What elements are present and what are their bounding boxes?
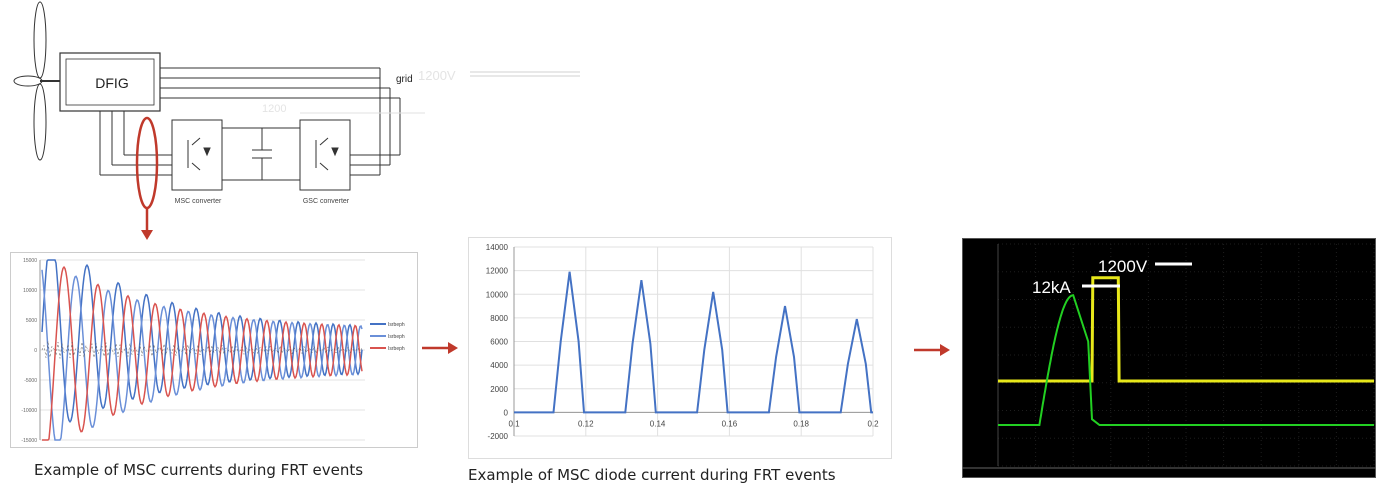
y-tick-label: 0	[504, 408, 509, 417]
grid-label: grid	[396, 74, 413, 85]
x-tick-label: 0.12	[578, 419, 594, 428]
y-tick-label: -2000	[488, 432, 509, 441]
msc-diode-current-caption: Example of MSC diode current during FRT …	[468, 466, 836, 484]
legend-label: Isrbeph	[388, 334, 405, 340]
y-tick-label: 2000	[490, 385, 508, 394]
arrow-right-icon	[914, 344, 950, 356]
msc-diode-current-chart: 14000 12000 10000 8000 6000 4000 2000 0 -2000 0.1…	[468, 237, 892, 459]
y-tick-label: 4000	[490, 361, 508, 370]
x-tick-label: 0.14	[650, 419, 666, 428]
x-tick-label: 0.1	[508, 419, 520, 428]
oscilloscope-screen: 1200V 12kA	[962, 238, 1376, 478]
msc-currents-caption: Example of MSC currents during FRT event…	[34, 461, 364, 479]
y-tick-label: 10000	[23, 288, 37, 294]
gsc-converter-label: GSC converter	[303, 198, 350, 205]
current-annotation: 12kA	[1032, 278, 1071, 297]
y-tick-label: -15000	[21, 438, 37, 444]
dfig-box	[59, 52, 161, 112]
y-tick-label: 15000	[23, 258, 37, 264]
y-tick-label: 12000	[486, 267, 509, 276]
scope-voltage-trace	[998, 276, 1374, 383]
y-tick-label: -5000	[24, 378, 37, 384]
msc-converter-label: MSC converter	[175, 198, 222, 205]
y-tick-label: 10000	[486, 290, 509, 299]
voltage-label-faded: 1200V	[418, 68, 456, 83]
dfig-label: DFIG	[95, 75, 128, 91]
current-series-3	[42, 265, 363, 441]
scope-current-trace	[998, 294, 1374, 426]
legend-label: Isrbeph	[388, 322, 405, 328]
current-probe-highlight	[135, 116, 159, 210]
gsc-switch-icon	[315, 137, 339, 171]
wind-turbine-icon	[13, 1, 60, 161]
arrow-right-icon	[422, 342, 458, 354]
legend-label: Isrbeph	[388, 346, 405, 352]
current-series-2	[41, 269, 363, 441]
x-tick-label: 0.18	[793, 419, 809, 428]
y-tick-label: 5000	[26, 318, 37, 324]
msc-switch-icon	[187, 137, 211, 171]
y-tick-label: 8000	[490, 314, 508, 323]
y-tick-label: 14000	[486, 243, 509, 252]
y-tick-label: -10000	[21, 408, 37, 414]
y-tick-label: 6000	[490, 338, 508, 347]
y-tick-label: 0	[34, 348, 37, 354]
dc-voltage-label-faded: 1200	[262, 103, 286, 115]
dfig-schematic: DFIG	[13, 1, 580, 240]
msc-currents-chart: 15000 10000 5000 0 -5000 -10000 -15000 Isrbeph…	[10, 252, 418, 448]
diode-current-series	[514, 271, 873, 414]
voltage-annotation: 1200V	[1098, 257, 1148, 276]
noise-series	[41, 341, 363, 359]
x-tick-label: 0.2	[867, 419, 879, 428]
arrow-down-icon	[141, 208, 153, 240]
x-tick-label: 0.16	[722, 419, 738, 428]
